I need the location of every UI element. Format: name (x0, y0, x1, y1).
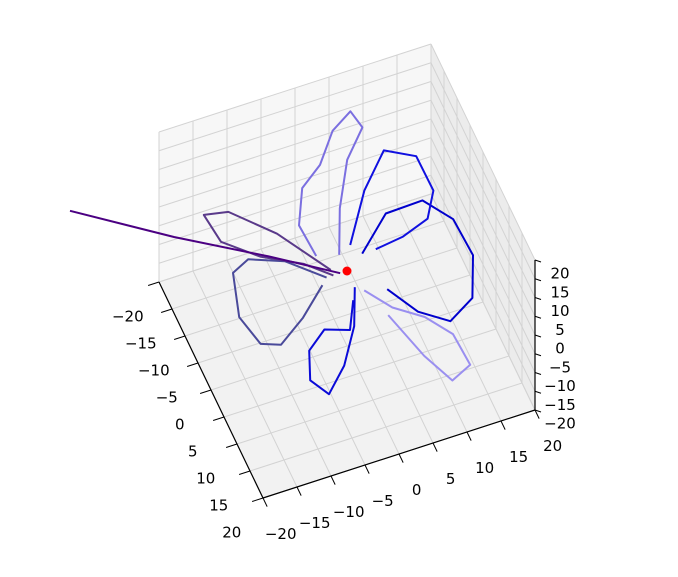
z-tick-label: −5 (549, 358, 571, 376)
grid-line (430, 118, 536, 336)
y-tick-label: 15 (209, 496, 228, 514)
grid-line (430, 193, 536, 411)
y-tick-label: 10 (196, 469, 215, 487)
grid-line (223, 328, 497, 418)
tick-mark (147, 281, 160, 286)
trajectory (363, 289, 472, 382)
grid-line (158, 99, 432, 189)
y-axis (158, 281, 264, 499)
y-tick-label: −20 (112, 307, 144, 325)
grid-line (158, 174, 432, 264)
center-point (342, 266, 352, 276)
tick-mark (466, 431, 472, 441)
z-tick-label: 15 (550, 283, 569, 301)
z-tick-label: 20 (550, 265, 569, 283)
grid-line (158, 62, 432, 152)
tick-mark (225, 443, 238, 448)
grid-line (158, 81, 432, 170)
tick-mark (534, 353, 542, 357)
x-tick-label: 5 (446, 470, 456, 488)
z-tick-label: −10 (544, 377, 576, 395)
trajectory (298, 110, 364, 257)
z-tick-label: 0 (555, 340, 565, 358)
grid-line (197, 274, 471, 364)
grid-line (430, 100, 536, 317)
y-tick-label: 5 (188, 442, 198, 460)
tick-mark (251, 497, 264, 502)
grid-line (430, 81, 536, 298)
tick-mark (534, 278, 542, 282)
y-tick-label: 0 (175, 415, 185, 433)
grid-line (430, 175, 536, 392)
trajectory (361, 199, 474, 323)
grid-line (430, 137, 536, 354)
tick-mark (173, 335, 186, 340)
tick-mark (199, 389, 212, 394)
x-tick-label: −15 (299, 514, 331, 532)
tick-mark (534, 297, 542, 300)
tick-mark (160, 308, 173, 313)
tick-mark (186, 362, 199, 367)
y-tick-label: −15 (125, 334, 157, 352)
z-tick-label: 5 (555, 321, 565, 339)
trajectory (232, 258, 327, 346)
tick-mark (534, 409, 542, 413)
trajectory (308, 287, 356, 396)
grid-line (158, 118, 432, 208)
z-tick-label: −20 (544, 415, 576, 433)
y-tick-label: −5 (156, 388, 178, 406)
tick-mark (262, 497, 268, 507)
tick-mark (534, 390, 542, 394)
x-axis (262, 409, 536, 499)
z-tick-label: −15 (544, 396, 576, 414)
tick-mark (534, 259, 542, 263)
tick-mark (534, 409, 540, 419)
tick-mark (330, 475, 336, 485)
x-tick-label: −20 (265, 525, 297, 543)
grid-line (430, 43, 536, 261)
tick-mark (364, 464, 370, 474)
grid-line (430, 62, 536, 279)
tick-mark (398, 453, 404, 463)
y-tick-label: 20 (222, 523, 241, 541)
y-tick-label: −10 (138, 361, 170, 379)
grid-line (249, 382, 523, 472)
grid-line (430, 156, 536, 373)
grid-line (158, 137, 432, 227)
z-tick-label: 10 (550, 302, 569, 320)
x-tick-label: 20 (543, 437, 562, 455)
tick-mark (296, 486, 302, 496)
x-tick-label: 15 (509, 448, 528, 466)
trajectory (69, 209, 341, 275)
grid-line (158, 43, 432, 133)
tick-mark (238, 470, 251, 475)
tick-mark (534, 372, 542, 375)
tick-mark (500, 420, 506, 430)
x-tick-label: 0 (412, 481, 422, 499)
trajectory (349, 149, 435, 251)
x-tick-label: −5 (372, 492, 394, 510)
tick-mark (212, 416, 225, 421)
grid-line (158, 156, 432, 245)
grid-line (158, 193, 432, 283)
x-tick-label: 10 (475, 459, 494, 477)
grid-line (184, 247, 458, 337)
tick-mark (432, 442, 438, 452)
tick-mark (534, 334, 542, 338)
tick-mark (534, 315, 542, 319)
x-tick-label: −10 (333, 503, 365, 521)
